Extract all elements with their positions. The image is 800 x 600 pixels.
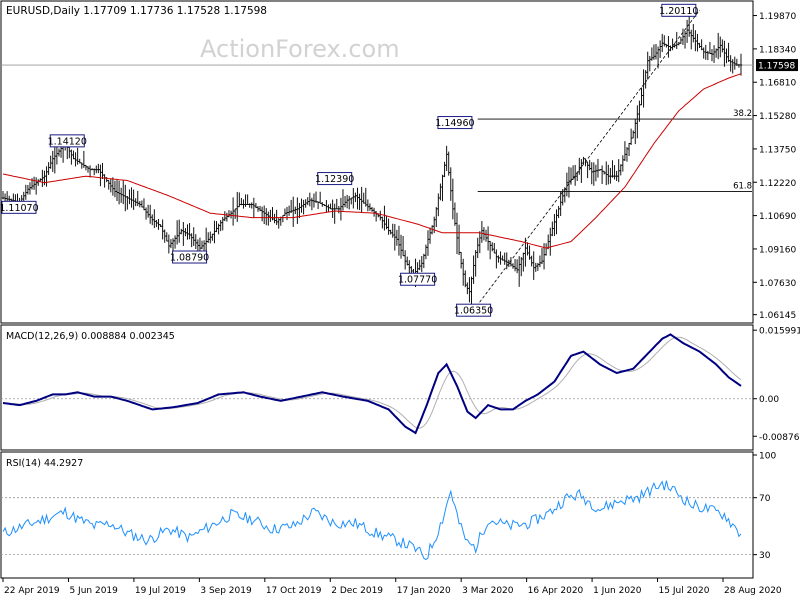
price-bars [1,14,743,305]
main-panel-frame [0,0,754,324]
swing-label-box [317,172,353,186]
macd-tick-label: 0.00 [759,395,779,405]
x-tick-label: 1 Jun 2020 [593,586,642,596]
fib-label: 61.8 [733,181,752,191]
y-tick-label: 1.13750 [759,145,796,155]
swing-label-box [49,134,85,148]
swing-label: 1.06350 [454,303,493,317]
rsi-tick-label: 70 [759,494,771,504]
swing-label-text: 1.07770 [398,275,437,286]
swing-label: 1.08790 [170,250,209,264]
y-tick-label: 1.18340 [759,45,796,55]
x-tick-label: 5 Jun 2019 [69,586,118,596]
y-tick-label: 1.19870 [759,12,796,22]
swing-label: 1.14120 [48,134,87,148]
y-tick-label: 1.15280 [759,112,796,122]
swing-label: 1.14960 [435,116,475,130]
y-tick-label: 1.09160 [759,245,796,255]
macd-tick-label: -0.00876 [759,433,800,443]
y-tick-label: 1.10690 [759,212,796,222]
swing-label-text: 1.11070 [0,203,39,214]
swing-label-text: 1.14120 [48,136,87,147]
x-tick-label: 28 Aug 2020 [724,586,782,596]
rsi-tick-label: 30 [759,551,771,561]
macd-tick-label: 0.015991 [759,327,800,337]
fib-label: 38.2 [733,109,752,119]
current-price-label: 1.17598 [758,62,795,72]
price-panel: 38.2 61.8 1.11070 1.14120 1.08790 1.12390 1.07… [0,3,798,321]
y-tick-label: 1.16810 [759,79,796,89]
swing-label-box [172,250,208,264]
swing-label-text: 1.12390 [315,174,354,185]
rsi-title: RSI(14) 44.2927 [6,458,83,469]
swing-label-text: 1.20110 [659,6,698,17]
y-tick-label: 1.12220 [759,179,796,189]
x-tick-label: 19 Jul 2019 [135,586,186,596]
watermark: ActionForex.com [200,35,400,63]
x-tick-label: 17 Jan 2020 [397,586,451,596]
x-tick-label: 3 Mar 2020 [462,586,514,596]
swing-label: 1.12390 [315,172,354,186]
x-tick-label: 16 Apr 2020 [528,586,584,596]
rsi-line [2,480,742,561]
y-tick-label: 1.06145 [759,311,796,321]
swing-label-box [437,116,473,130]
swing-label-text: 1.08790 [170,253,209,264]
x-tick-label: 22 Apr 2019 [4,586,60,596]
macd-panel-frame [0,324,754,451]
current-price-badge: 1.17598 [756,59,798,72]
swing-label-text: 1.14960 [435,118,474,129]
symbol-header: EURUSD,Daily 1.17709 1.17736 1.17528 1.1… [6,5,267,17]
macd-panel: MACD(12,26,9) 0.008884 0.002345 0.015991 0… [1,327,800,443]
swing-label: 1.07770 [398,272,437,286]
y-tick-label: 1.07630 [759,279,796,289]
x-tick-label: 3 Sep 2019 [200,586,252,596]
x-tick-label: 2 Dec 2019 [331,586,383,596]
swing-label-box [456,303,492,317]
x-axis: 22 Apr 2019 5 Jun 2019 19 Jul 2019 3 Sep 20… [2,578,782,596]
macd-title: MACD(12,26,9) 0.008884 0.002345 [6,331,175,342]
swing-label-box [661,3,697,17]
x-tick-label: 15 Jul 2020 [659,586,710,596]
swing-label-box [400,272,436,286]
swing-label-box [1,200,37,214]
macd-line [2,333,742,435]
price-bar [739,53,743,76]
rsi-tick-label: 100 [759,452,776,462]
moving-average-line [2,73,742,249]
swing-label: 1.20110 [659,3,698,17]
macd-signal-line [2,336,742,429]
x-tick-label: 17 Oct 2019 [266,586,322,596]
rsi-panel-frame [0,451,754,579]
swing-label: 1.11070 [0,200,39,214]
swing-label-text: 1.06350 [454,306,493,317]
rsi-panel: RSI(14) 44.2927 100 70 30 [1,452,776,561]
